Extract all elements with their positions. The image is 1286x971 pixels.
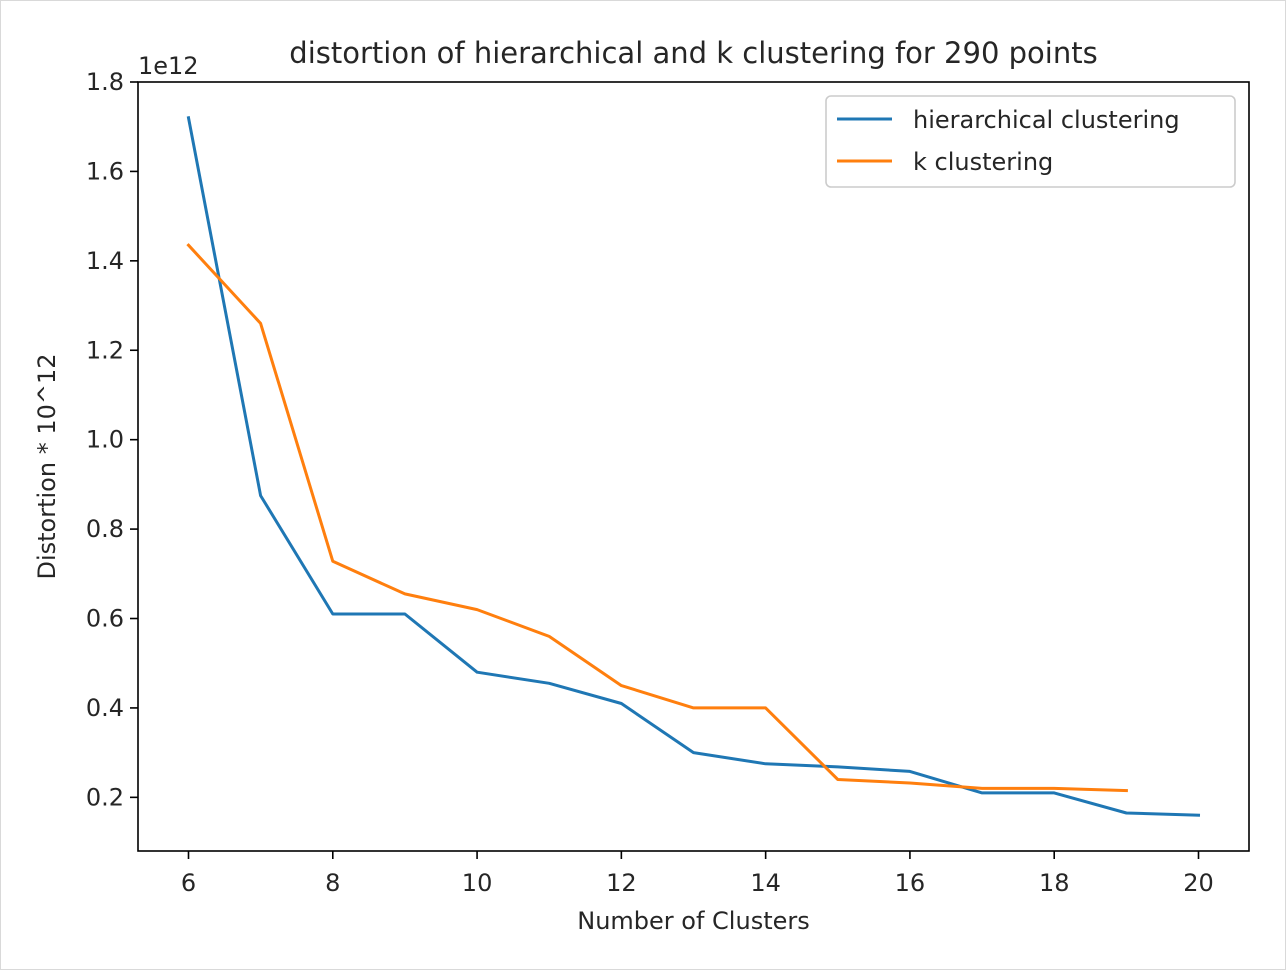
- x-tick-label: 10: [462, 869, 493, 897]
- x-tick-label: 8: [325, 869, 340, 897]
- legend-label-0: hierarchical clustering: [913, 106, 1180, 134]
- y-tick-label: 0.2: [86, 783, 124, 811]
- y-tick-label: 0.4: [86, 694, 124, 722]
- y-offset-label: 1e12: [138, 52, 199, 80]
- y-tick-label: 0.6: [86, 605, 124, 633]
- x-axis-label: Number of Clusters: [577, 907, 810, 935]
- x-tick-label: 12: [606, 869, 637, 897]
- legend-box: [825, 95, 1236, 188]
- series-line-0: [186, 116, 1201, 817]
- x-tick-label: 20: [1183, 869, 1214, 897]
- series-line-1: [186, 243, 1128, 793]
- x-tick-label: 6: [181, 869, 196, 897]
- y-axis-label: Distortion * 10^12: [33, 353, 61, 579]
- x-tick-label: 16: [895, 869, 926, 897]
- y-tick-label: 1.2: [86, 336, 124, 364]
- y-tick-label: 1.6: [86, 157, 124, 185]
- x-tick-label: 14: [750, 869, 781, 897]
- x-tick-label: 18: [1039, 869, 1070, 897]
- y-tick-label: 0.8: [86, 515, 124, 543]
- chart-title: distortion of hierarchical and k cluster…: [289, 36, 1097, 70]
- y-tick-label: 1.4: [86, 247, 124, 275]
- plot-frame: [137, 81, 1250, 852]
- legend-label-1: k clustering: [913, 148, 1053, 176]
- y-tick-label: 1.0: [86, 426, 124, 454]
- y-tick-label: 1.8: [86, 68, 124, 96]
